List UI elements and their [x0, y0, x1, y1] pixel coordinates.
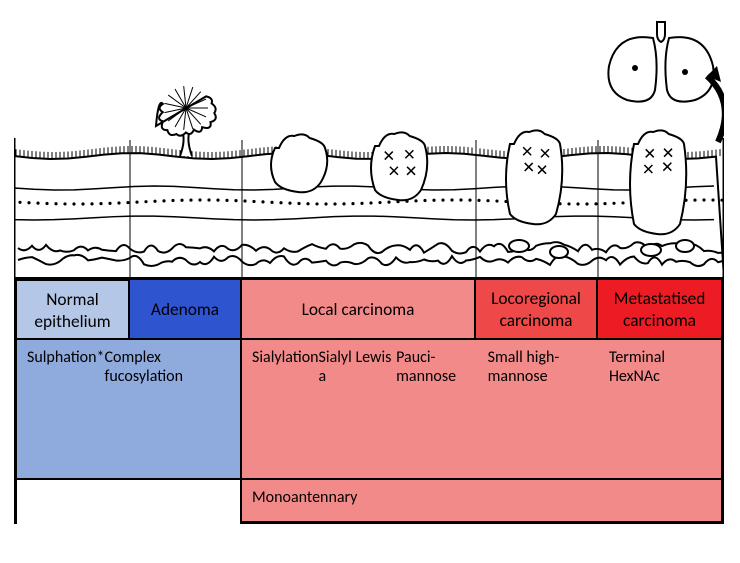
- stage-row: Normal epithelium Adenoma Local carcinoma L…: [14, 278, 724, 340]
- stage-cell-local: Local carcinoma: [242, 278, 476, 340]
- feature-cell: Monoantennary: [242, 480, 724, 524]
- feature-row-2: Sulphation*Complex fucosylationSialylati…: [14, 340, 724, 480]
- feature-text: Pauci-mannose: [396, 348, 488, 386]
- tissue-cross-section: [14, 8, 724, 278]
- stage-cell-normal: Normal epithelium: [14, 278, 130, 340]
- feature-row-3: Monoantennary: [14, 480, 724, 524]
- stage-cell-locoregional: Locoregional carcinoma: [476, 278, 598, 340]
- stage-label: Metastatised carcinoma: [604, 287, 715, 331]
- feature-text: Sialyl Lewis a: [319, 348, 397, 386]
- stage-label: Locoregional carcinoma: [482, 287, 590, 331]
- feature-text: Sialylation: [252, 348, 319, 367]
- feature-cell: [14, 480, 242, 524]
- figure-root: Normal epithelium Adenoma Local carcinoma L…: [0, 0, 740, 563]
- stage-cell-adenoma: Adenoma: [130, 278, 242, 340]
- stage-label: Local carcinoma: [302, 298, 415, 320]
- progression-table: Normal epithelium Adenoma Local carcinoma L…: [14, 278, 724, 524]
- stage-cell-metastatised: Metastatised carcinoma: [598, 278, 724, 340]
- feature-text: Terminal HexNAc: [609, 348, 711, 386]
- feature-text: Complex fucosylation: [104, 348, 230, 386]
- feature-cell: Sulphation*Complex fucosylation: [14, 340, 242, 480]
- feature-text: Sulphation*: [27, 348, 104, 367]
- stage-label: Adenoma: [151, 298, 219, 320]
- feature-text: Monoantennary: [252, 488, 357, 507]
- stage-label: Normal epithelium: [23, 288, 122, 332]
- feature-text: Small high-mannose: [488, 348, 609, 386]
- feature-cell: SialylationSialyl Lewis aPauci-mannoseSm…: [242, 340, 724, 480]
